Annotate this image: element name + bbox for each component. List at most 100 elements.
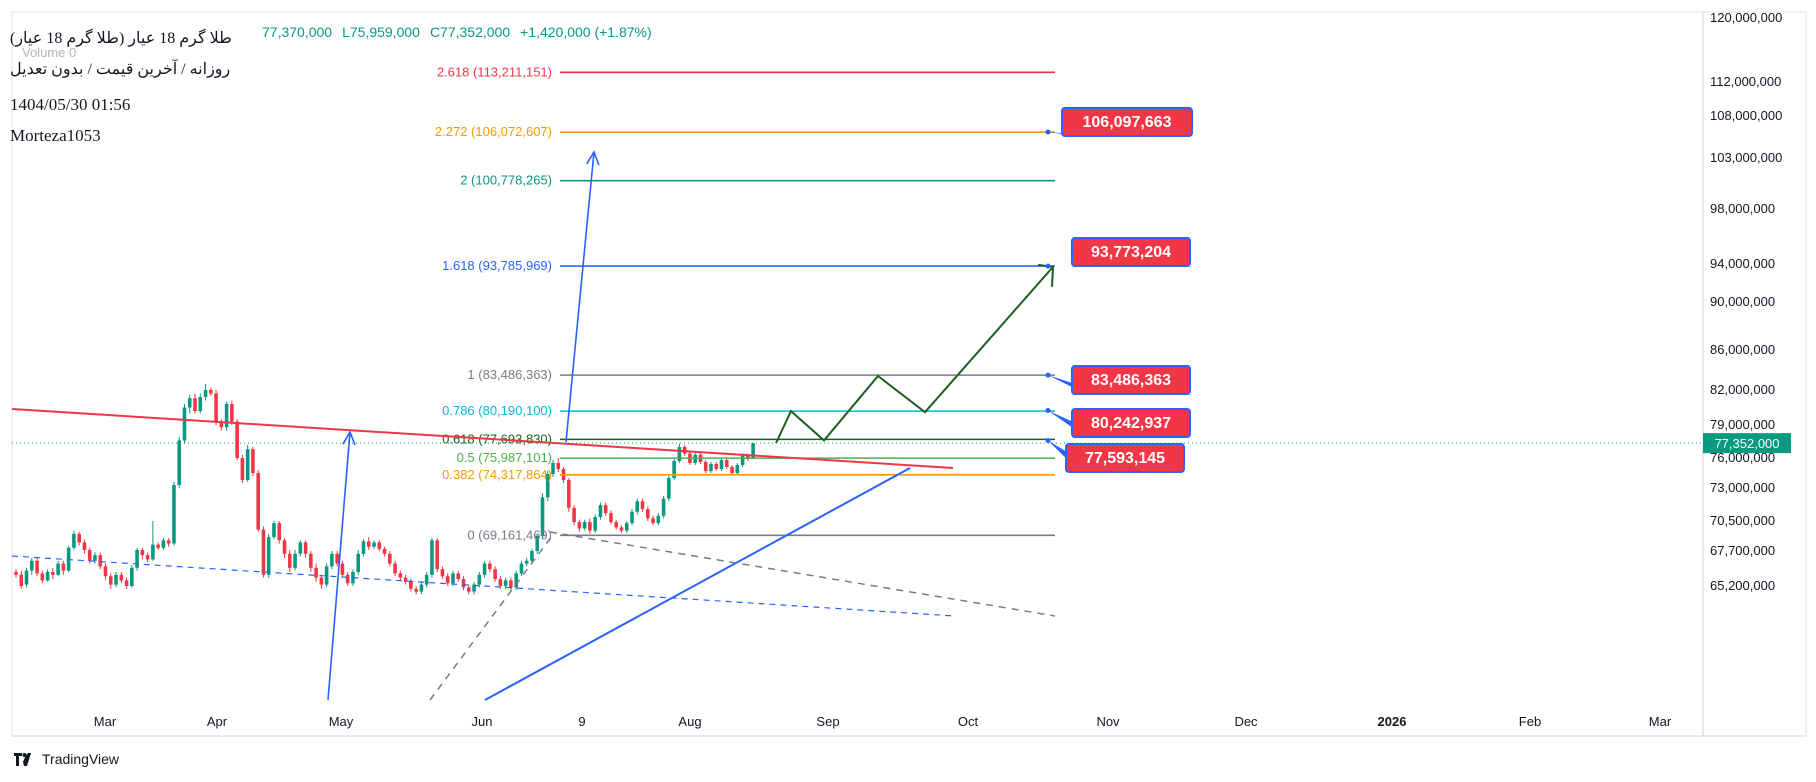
candle-body [709,464,713,471]
target-callout-label: 93,773,204 [1091,244,1171,261]
candle-body [193,398,197,411]
y-tick-label: 120,000,000 [1710,10,1782,25]
rally-dashed-line [429,535,553,701]
target-callout-label: 106,097,663 [1083,114,1172,131]
candle-body [414,588,418,592]
volume-readout: Volume 0 [22,45,76,60]
y-tick-label: 67,700,000 [1710,543,1775,558]
candle-body [324,566,329,585]
candle-body [177,440,182,485]
resistance-trendline [11,408,954,469]
candle-body [282,540,287,554]
x-tick-label: Sep [816,714,839,729]
candle-body [598,505,603,518]
candle-body [145,555,150,560]
candle-body [108,576,113,585]
y-tick-label: 76,000,000 [1710,450,1775,465]
y-tick-label: 103,000,000 [1710,150,1782,165]
candle-body [388,553,392,564]
candle-body [224,404,229,428]
candle-body [98,555,103,567]
candle-body [488,563,492,570]
x-tick-label: Dec [1234,714,1258,729]
candle-body [40,573,45,581]
candle-body [309,553,313,568]
candle-body [651,518,655,524]
volume-value: 0 [69,45,77,60]
candle-body [735,465,740,473]
measured-move-arrow-2-head [586,150,600,166]
candle-body [740,455,745,465]
candle-body [314,567,318,578]
candle-body [130,567,134,586]
candle-body [172,485,176,544]
candle-body [582,522,587,529]
chart-date: 1404/05/30 01:56 [10,95,131,114]
y-tick-label: 79,000,000 [1710,417,1775,432]
fib-level-label: 2 (100,778,265) [460,173,552,188]
candle-body [51,572,55,575]
target-callout-pointer [1048,131,1096,136]
x-tick-label: Nov [1096,714,1120,729]
candle-body [161,540,166,548]
candle-body [61,563,66,571]
candle-body [140,549,145,556]
candle-body [630,511,634,524]
candle-body [156,544,160,548]
candle-body [303,542,308,554]
target-callout-label: 83,486,363 [1091,372,1171,389]
candle-body [624,523,629,531]
candle-body [256,473,260,530]
candle-body [435,540,439,570]
target-callout-label: 77,593,145 [1085,450,1165,467]
candle-body [730,467,734,473]
candle-body [440,569,445,577]
y-tick-label: 108,000,000 [1710,108,1782,123]
candle-body [466,587,471,592]
support-trendline [484,467,911,701]
x-tick-label: Mar [1649,714,1672,729]
candle-body [209,390,213,394]
candle-body [330,553,334,567]
candle-body [461,579,466,588]
candle-body [277,523,282,541]
candle-body [614,522,619,528]
ohlc-close: C77,352,000 [429,24,511,40]
candle-body [603,505,608,514]
candle-body [245,449,250,480]
plot-frame [11,11,1807,737]
candle-body [593,517,597,531]
fib-level-label: 0.5 (75,987,101) [457,450,552,465]
candle-body [656,515,661,524]
y-tick-label: 98,000,000 [1710,201,1775,216]
candle-body [124,580,129,586]
x-tick-label: May [329,714,354,729]
tradingview-brand[interactable]: TradingView [14,751,119,767]
candle-body [356,553,361,572]
candle-body [551,463,555,474]
candle-body [503,580,508,586]
candle-body [619,527,624,531]
candle-body [87,549,92,561]
candle-body [567,480,571,508]
candle-body [298,542,303,554]
y-tick-label: 65,200,000 [1710,578,1775,593]
target-callout-pointer [1048,410,1106,437]
target-callout-box [1065,443,1185,473]
candle-body [535,536,540,551]
candle-body [251,449,255,473]
candle-body [335,553,339,564]
candle-body [366,541,371,547]
x-tick-label: 9 [578,714,585,729]
ohlc-low: L75,959,000 [342,24,420,40]
candle-body [588,522,592,531]
fib-level-label: 1.618 (93,785,969) [442,258,552,273]
candle-body [230,404,234,422]
target-callout-box [1071,408,1191,438]
candle-body [498,579,503,586]
target-callout-label: 80,242,937 [1091,415,1171,432]
candle-body [266,537,271,575]
candle-body [509,580,513,588]
candle-body [135,549,139,568]
